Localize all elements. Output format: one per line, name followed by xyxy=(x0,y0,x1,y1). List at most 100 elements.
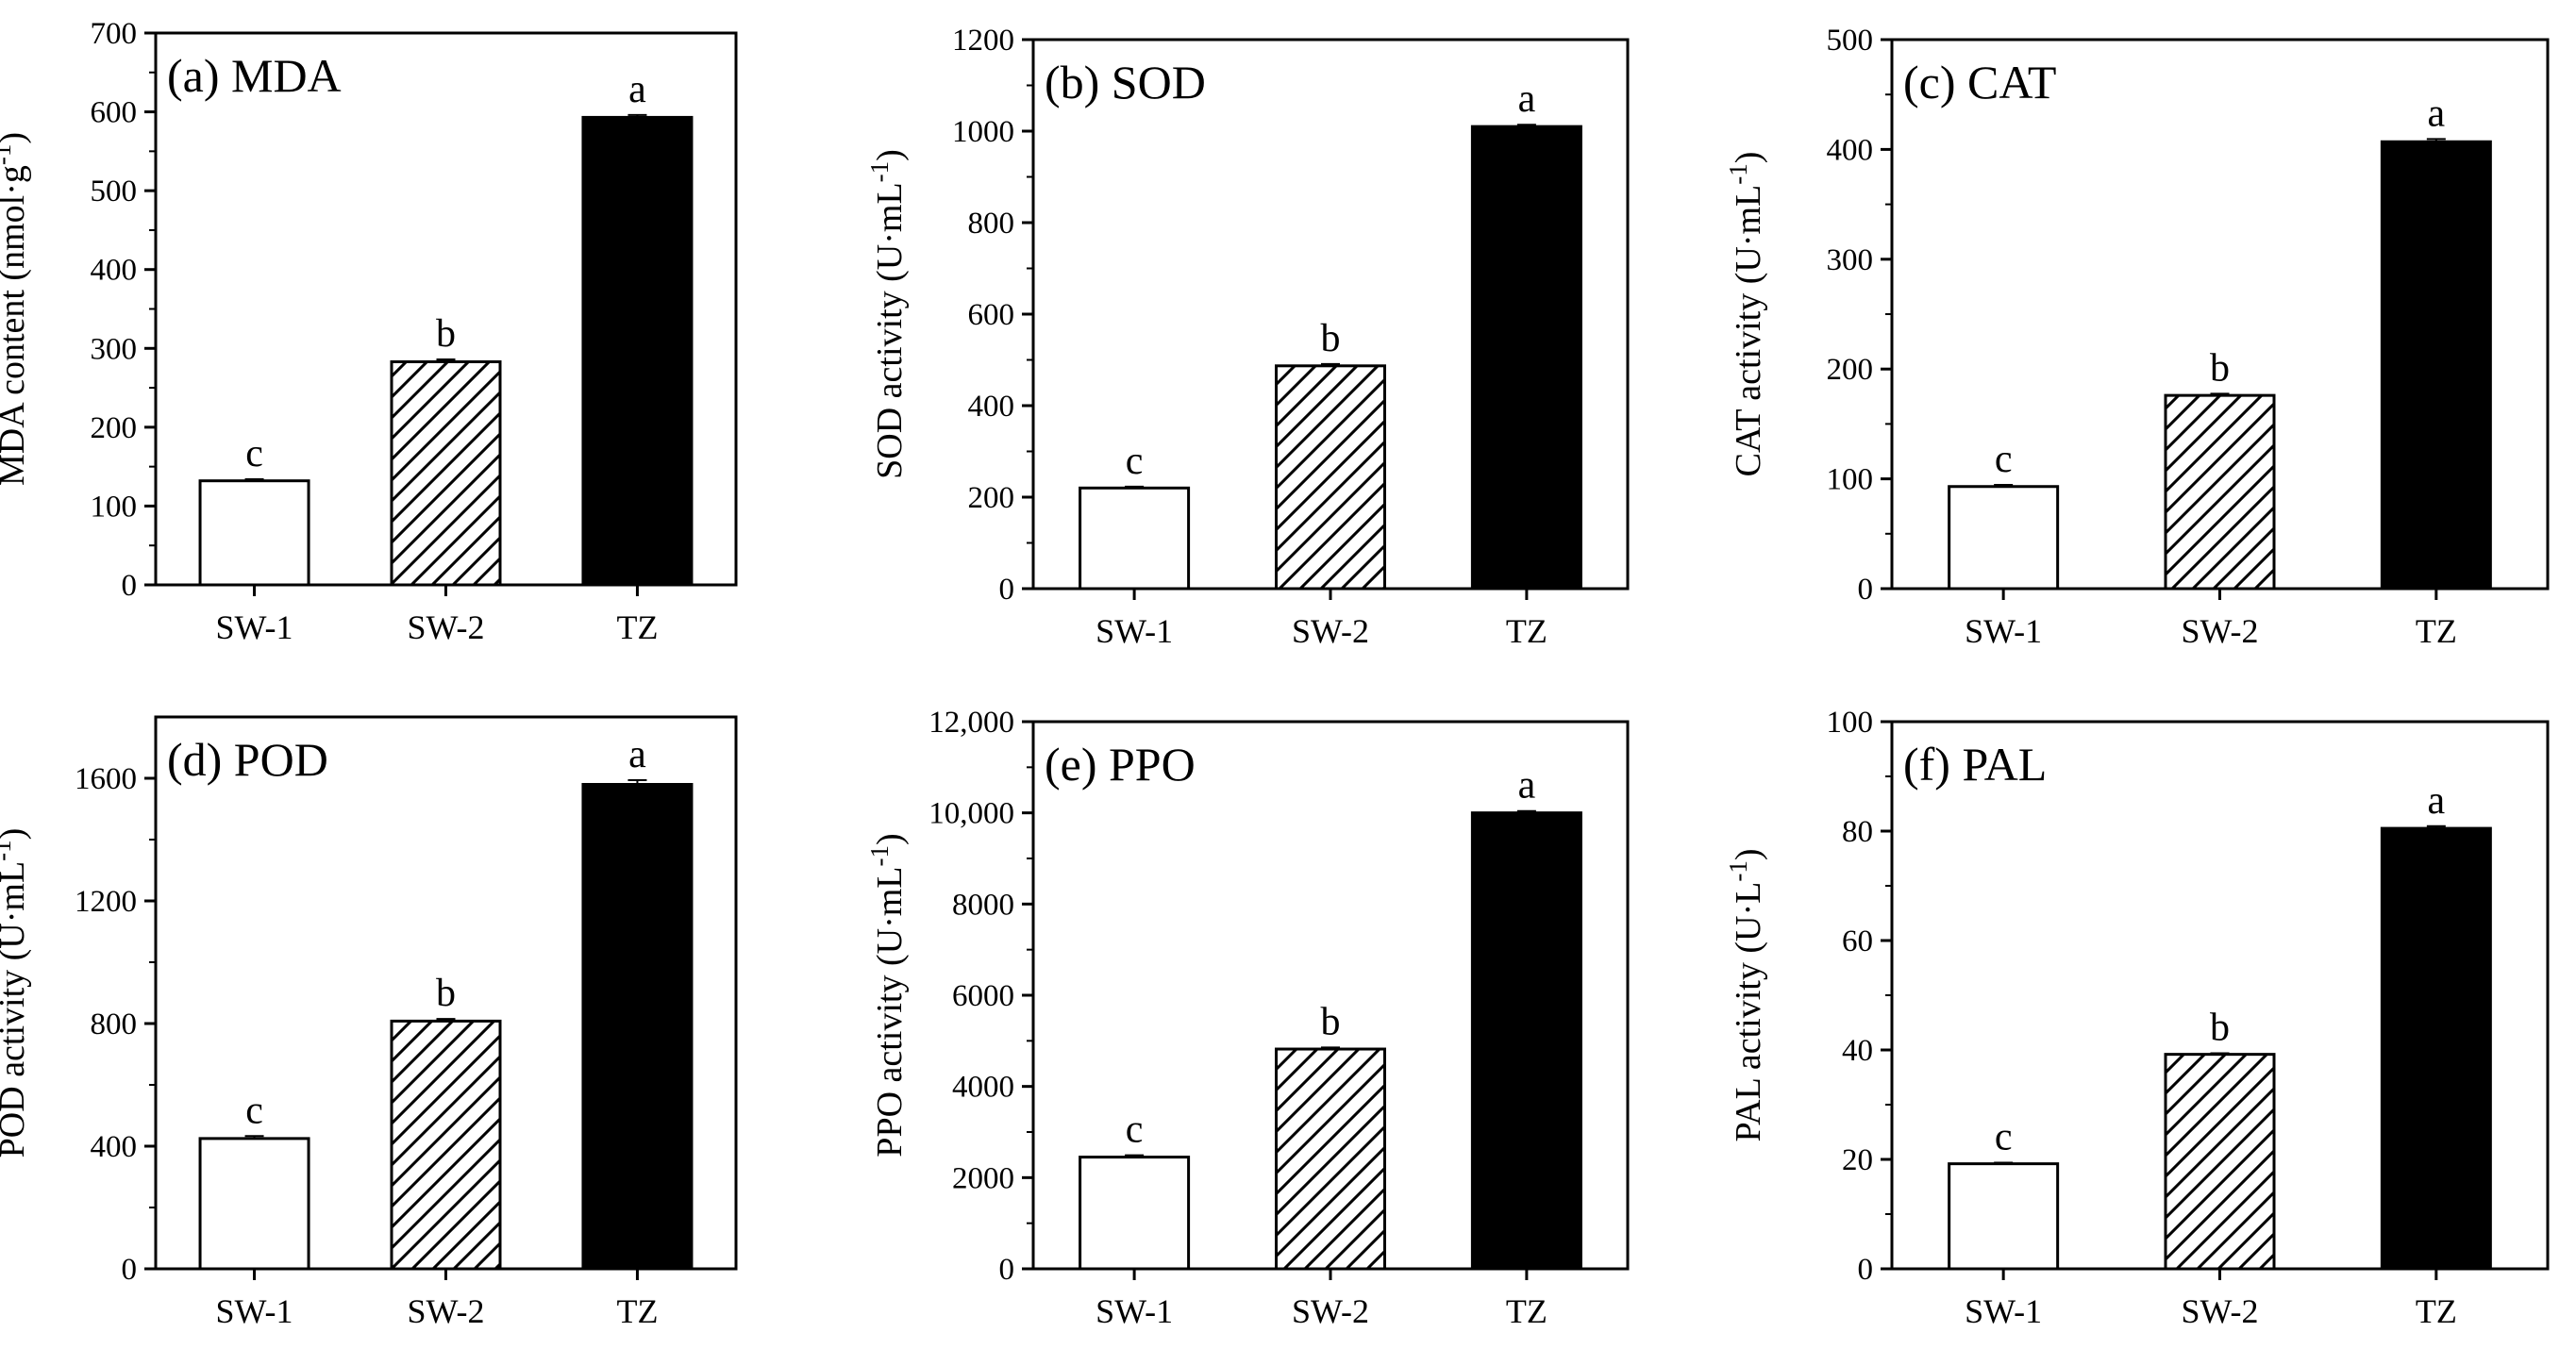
x-tick-label: TZ xyxy=(1506,1292,1547,1330)
chart-panel-3: 0 100 200 300 400 500 c SW-1 b SW-2 a TZ (c) CAT CAT … xyxy=(1724,24,2550,650)
y-tick-label: 500 xyxy=(91,175,138,208)
y-tick-label: 700 xyxy=(91,17,138,51)
significance-letter: b xyxy=(2210,1006,2230,1049)
x-tick-label: SW-2 xyxy=(1292,612,1369,650)
x-tick-label: SW-1 xyxy=(1096,1292,1173,1330)
panel-label: (f) PAL xyxy=(1903,738,2047,791)
bar-tz xyxy=(2380,140,2492,591)
x-tick-label: TZ xyxy=(616,608,658,646)
bar-sw-1 xyxy=(1079,1156,1191,1271)
y-axis-label: MDA content (nmol·g-1) xyxy=(0,132,32,486)
y-tick-label: 600 xyxy=(91,96,138,130)
y-tick-label: 0 xyxy=(999,1253,1015,1287)
bar-sw-2 xyxy=(1275,1047,1386,1271)
x-tick-label: SW-2 xyxy=(407,608,484,646)
y-tick-label: 1000 xyxy=(952,115,1014,149)
bar-tz xyxy=(2380,826,2492,1271)
y-tick-label: 800 xyxy=(91,1008,138,1041)
y-tick-label: 600 xyxy=(968,298,1015,332)
y-tick-label: 300 xyxy=(91,332,138,366)
bar-tz xyxy=(1470,125,1582,591)
significance-letter: c xyxy=(245,432,263,475)
y-tick-label: 0 xyxy=(1858,1253,1874,1287)
y-tick-label: 0 xyxy=(122,569,138,603)
y-tick-label: 100 xyxy=(1827,706,1874,740)
y-tick-label: 2000 xyxy=(952,1161,1014,1195)
significance-letter: c xyxy=(1995,1115,2013,1158)
y-tick-label: 400 xyxy=(91,254,138,288)
x-tick-label: SW-1 xyxy=(1965,1292,2042,1330)
significance-letter: c xyxy=(1126,1108,1144,1152)
panel-label: (b) SOD xyxy=(1045,56,1206,108)
y-tick-label: 12,000 xyxy=(928,706,1014,740)
x-tick-label: SW-2 xyxy=(2181,612,2258,650)
bar-tz xyxy=(581,115,694,587)
panel-label: (c) CAT xyxy=(1903,56,2056,108)
y-axis-label: POD activity (U·mL-1) xyxy=(0,828,32,1158)
chart-panel-1: 0 100 200 300 400 500 600 700 c SW-1 b SW-2 a TZ (a) M… xyxy=(0,17,738,646)
chart-panel-2: 0 200 400 600 800 1000 1200 c SW-1 b SW-2 a TZ (b) SO… xyxy=(865,24,1630,650)
y-tick-label: 10,000 xyxy=(928,797,1014,831)
panel-label: (a) MDA xyxy=(167,49,342,102)
y-tick-label: 1200 xyxy=(75,885,137,919)
y-tick-label: 400 xyxy=(1827,133,1874,167)
y-tick-label: 300 xyxy=(1827,243,1874,277)
panel-label: (d) POD xyxy=(167,733,328,786)
bar-sw-2 xyxy=(2164,1053,2276,1271)
significance-letter: c xyxy=(245,1089,263,1132)
y-tick-label: 4000 xyxy=(952,1071,1014,1105)
y-axis-label: CAT activity (U·mL-1) xyxy=(1724,152,1768,477)
y-tick-label: 1600 xyxy=(75,762,137,796)
significance-letter: a xyxy=(1518,764,1536,808)
x-tick-label: TZ xyxy=(2416,612,2457,650)
x-tick-label: TZ xyxy=(1506,612,1547,650)
y-tick-label: 20 xyxy=(1842,1143,1873,1177)
significance-letter: c xyxy=(1126,440,1144,483)
significance-letter: b xyxy=(436,312,456,356)
x-tick-label: TZ xyxy=(2416,1292,2457,1330)
significance-letter: a xyxy=(1518,77,1536,121)
y-tick-label: 0 xyxy=(122,1253,138,1287)
y-tick-label: 200 xyxy=(91,411,138,445)
significance-letter: b xyxy=(1321,1000,1341,1043)
y-tick-label: 500 xyxy=(1827,24,1874,58)
bar-sw-1 xyxy=(1948,1162,2060,1271)
significance-letter: a xyxy=(628,68,646,111)
y-axis-label: PPO activity (U·mL-1) xyxy=(865,833,910,1157)
bar-sw-1 xyxy=(198,479,310,587)
y-tick-label: 80 xyxy=(1842,815,1873,849)
y-tick-label: 800 xyxy=(968,207,1015,241)
bar-sw-1 xyxy=(198,1137,310,1271)
x-tick-label: SW-1 xyxy=(216,1292,293,1330)
x-tick-label: SW-2 xyxy=(2181,1292,2258,1330)
x-tick-label: SW-2 xyxy=(1292,1292,1369,1330)
bar-tz xyxy=(581,783,694,1271)
significance-letter: a xyxy=(2428,779,2446,823)
y-axis-label: PAL activity (U·L-1) xyxy=(1724,849,1768,1142)
significance-letter: a xyxy=(2428,92,2446,135)
bar-tz xyxy=(1470,811,1582,1271)
bar-sw-2 xyxy=(2164,393,2276,591)
bar-sw-2 xyxy=(390,359,502,587)
chart-panel-4: 0 400 800 1200 1600 c SW-1 b SW-2 a TZ (d) POD POD a… xyxy=(0,715,738,1330)
y-tick-label: 400 xyxy=(968,390,1015,424)
significance-letter: b xyxy=(436,972,456,1015)
y-tick-label: 0 xyxy=(999,573,1015,607)
panel-label: (e) PPO xyxy=(1045,738,1196,791)
x-tick-label: SW-2 xyxy=(407,1292,484,1330)
y-tick-label: 200 xyxy=(1827,353,1874,387)
bar-sw-2 xyxy=(1275,364,1386,591)
y-tick-label: 1200 xyxy=(952,24,1014,58)
x-tick-label: SW-1 xyxy=(1096,612,1173,650)
x-tick-label: SW-1 xyxy=(1965,612,2042,650)
significance-letter: b xyxy=(1321,317,1341,360)
y-tick-label: 100 xyxy=(1827,463,1874,497)
significance-letter: b xyxy=(2210,346,2230,390)
y-tick-label: 40 xyxy=(1842,1034,1873,1068)
y-tick-label: 400 xyxy=(91,1130,138,1164)
y-tick-label: 100 xyxy=(91,490,138,524)
y-tick-label: 8000 xyxy=(952,888,1014,922)
x-tick-label: TZ xyxy=(616,1292,658,1330)
bar-sw-1 xyxy=(1948,485,2060,591)
